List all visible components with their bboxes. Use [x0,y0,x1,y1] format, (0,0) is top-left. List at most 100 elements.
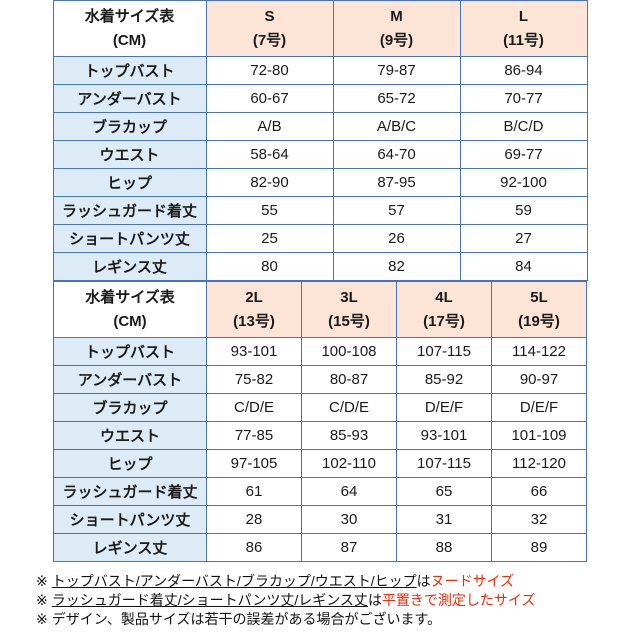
value-cell: 64-70 [332,140,461,169]
size-label: L [518,7,529,25]
table-row: アンダーバスト 75-82 80-87 85-92 90-97 [53,365,587,394]
value-cell: 61 [206,477,302,506]
note-plain-text: は [416,573,431,589]
value-cell: 82 [332,252,461,281]
table-row: ショートパンツ丈 25 26 27 [52,224,588,253]
table-row: ウエスト 58-64 64-70 69-77 [52,140,588,169]
row-label-cell: ウエスト [52,140,207,169]
note-red-text: ヌードサイズ [430,573,515,589]
value-cell: 107-115 [396,337,492,366]
table-title-cell: 水着サイズ表 (CM) [53,281,207,338]
value-cell: 84 [459,252,588,281]
note-marker: ※ [36,592,48,608]
size-number: (9号) [379,31,414,49]
row-label-cell: レギンス丈 [53,533,207,562]
value-cell: 75-82 [206,365,302,394]
size-number: (13号) [233,312,275,330]
value-cell: 72-80 [205,56,334,85]
note-line: ※ トップバスト/アンダーバスト/ブラカップ/ウエスト/ヒップはヌードサイズ [36,572,640,591]
value-cell: 93-101 [206,337,302,366]
table-unit: (CM) [113,312,147,330]
value-cell: 30 [301,505,397,534]
value-cell: 87-95 [332,168,461,197]
note-plain-text: デザイン、製品サイズは若干の誤差がある場合がございます。 [51,611,442,627]
value-cell: 112-120 [491,449,587,478]
table-title: 水着サイズ表 [85,288,175,306]
value-cell: C/D/E [301,393,397,422]
value-cell: A/B/C [332,112,461,141]
value-cell: 88 [396,533,492,562]
table-row: ショートパンツ丈 28 30 31 32 [53,505,587,534]
value-cell: B/C/D [459,112,588,141]
value-cell: 31 [396,505,492,534]
table-row: ヒップ 82-90 87-95 92-100 [52,168,588,197]
note-underlined-text: トップバスト/アンダーバスト/ブラカップ/ウエスト/ヒップ [51,573,417,589]
size-header-cell: M (9号) [332,0,461,57]
note-plain-text: は [367,592,382,608]
row-label-cell: ラッシュガード着丈 [52,196,207,225]
size-number: (17号) [423,312,465,330]
table-row: ブラカップ A/B A/B/C B/C/D [52,112,588,141]
value-cell: 27 [459,224,588,253]
table-row: レギンス丈 80 82 84 [52,252,588,281]
value-cell: 25 [205,224,334,253]
value-cell: 65 [396,477,492,506]
value-cell: 86 [206,533,302,562]
size-header-cell: 2L (13号) [206,281,302,338]
value-cell: 100-108 [301,337,397,366]
value-cell: 70-77 [459,84,588,113]
row-label-cell: ショートパンツ丈 [53,505,207,534]
value-cell: D/E/F [396,393,492,422]
value-cell: 89 [491,533,587,562]
value-cell: 60-67 [205,84,334,113]
table-title: 水着サイズ表 [84,7,175,25]
value-cell: 82-90 [205,168,334,197]
size-header-cell: 3L (15号) [301,281,397,338]
row-label-cell: ヒップ [52,168,207,197]
value-cell: 93-101 [396,421,492,450]
row-label-cell: アンダーバスト [53,365,207,394]
value-cell: 79-87 [332,56,461,85]
value-cell: 90-97 [491,365,587,394]
size-label: 3L [340,288,358,306]
value-cell: 64 [301,477,397,506]
value-cell: 85-92 [396,365,492,394]
note-red-text: 平置きで測定したサイズ [381,592,536,608]
table-row: ラッシュガード着丈 55 57 59 [52,196,588,225]
value-cell: 92-100 [459,168,588,197]
value-cell: D/E/F [491,393,587,422]
value-cell: 58-64 [205,140,334,169]
row-label-cell: トップバスト [53,337,207,366]
value-cell: 66 [491,477,587,506]
size-number: (11号) [503,31,544,49]
header-row: 水着サイズ表 (CM) 2L (13号) 3L (15号) 4L (17号) 5… [53,281,587,338]
row-label-cell: アンダーバスト [52,84,207,113]
row-label-cell: レギンス丈 [52,252,207,281]
size-number: (7号) [252,31,287,49]
value-cell: 114-122 [491,337,587,366]
size-label: 2L [245,288,263,306]
value-cell: 85-93 [301,421,397,450]
value-cell: A/B [205,112,334,141]
note-underlined-text: ラッシュガード着丈/ショートパンツ丈/レギンス丈 [51,592,368,608]
size-label: M [390,7,403,25]
table-row: ブラカップ C/D/E C/D/E D/E/F D/E/F [53,393,587,422]
note-marker: ※ [36,611,48,627]
value-cell: 32 [491,505,587,534]
note-marker: ※ [36,573,48,589]
table-row: トップバスト 93-101 100-108 107-115 114-122 [53,337,587,366]
value-cell: 87 [301,533,397,562]
footnotes: ※ トップバスト/アンダーバスト/ブラカップ/ウエスト/ヒップはヌードサイズ ※ ラ… [36,572,640,629]
value-cell: 80 [205,252,334,281]
value-cell: 101-109 [491,421,587,450]
value-cell: 77-85 [206,421,302,450]
table-row: トップバスト 72-80 79-87 86-94 [52,56,588,85]
value-cell: 86-94 [459,56,588,85]
value-cell: 55 [205,196,334,225]
size-header-cell: 4L (17号) [396,281,492,338]
table-unit: (CM) [112,31,147,49]
size-table-s-m-l: 水着サイズ表 (CM) S (7号) M (9号) L (11号) トップバスト… [52,0,588,281]
value-cell: 57 [332,196,461,225]
note-line: ※ デザイン、製品サイズは若干の誤差がある場合がございます。 [36,610,640,629]
value-cell: 102-110 [301,449,397,478]
